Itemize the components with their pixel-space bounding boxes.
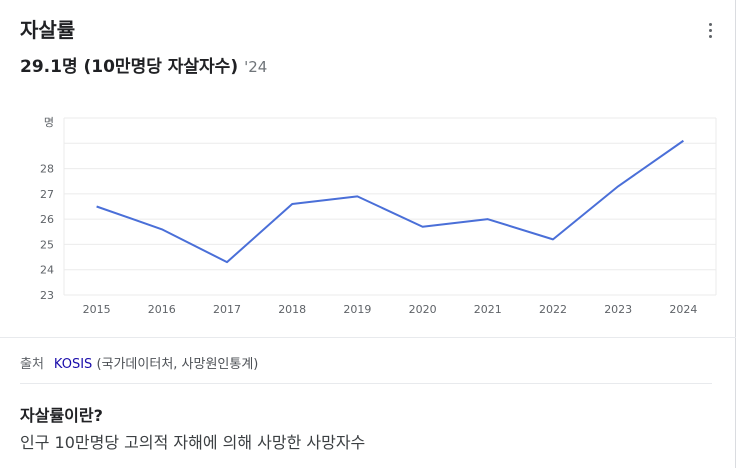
- year-tag: '24: [244, 58, 268, 76]
- y-tick-label: 23: [40, 289, 54, 302]
- y-tick-label: 26: [40, 213, 54, 226]
- y-unit-label: 명: [44, 116, 54, 129]
- x-tick-label: 2018: [278, 303, 306, 316]
- source-link[interactable]: KOSIS: [53, 357, 93, 372]
- headline-value: 29.1명 (10만명당 자살자수) '24: [20, 52, 267, 77]
- divider: [20, 383, 712, 384]
- x-tick-label: 2020: [409, 303, 437, 316]
- divider: [0, 337, 736, 338]
- x-tick-label: 2024: [669, 303, 697, 316]
- definition-title: 자살률이란?: [20, 406, 103, 425]
- source-label: 출처: [20, 357, 44, 372]
- x-tick-label: 2023: [604, 303, 632, 316]
- x-tick-label: 2021: [474, 303, 502, 316]
- line-chart: 23 24 25 26 27 28 명 2015 2016 2017 2018 2019 2020 202…: [40, 116, 717, 316]
- value-text: 29.1명 (10만명당 자살자수): [20, 57, 239, 77]
- series-line: [96, 139, 684, 264]
- source-line: 출처 KOSIS (국가데이터처, 사망원인통계): [20, 353, 258, 372]
- x-tick-label: 2019: [343, 303, 371, 316]
- y-tick-label: 28: [40, 163, 54, 176]
- x-tick-label: 2017: [213, 303, 241, 316]
- y-tick-label: 27: [40, 188, 54, 201]
- x-tick-label: 2016: [148, 303, 176, 316]
- definition-text: 인구 10만명당 고의적 자해에 의해 사망한 사망자수: [20, 433, 366, 452]
- y-tick-label: 25: [40, 238, 54, 251]
- x-tick-label: 2015: [83, 303, 111, 316]
- more-options-icon[interactable]: [700, 18, 720, 42]
- card-title: 자살률: [20, 18, 76, 42]
- y-tick-label: 24: [40, 264, 54, 277]
- source-detail: (국가데이터처, 사망원인통계): [92, 357, 259, 372]
- x-tick-label: 2022: [539, 303, 567, 316]
